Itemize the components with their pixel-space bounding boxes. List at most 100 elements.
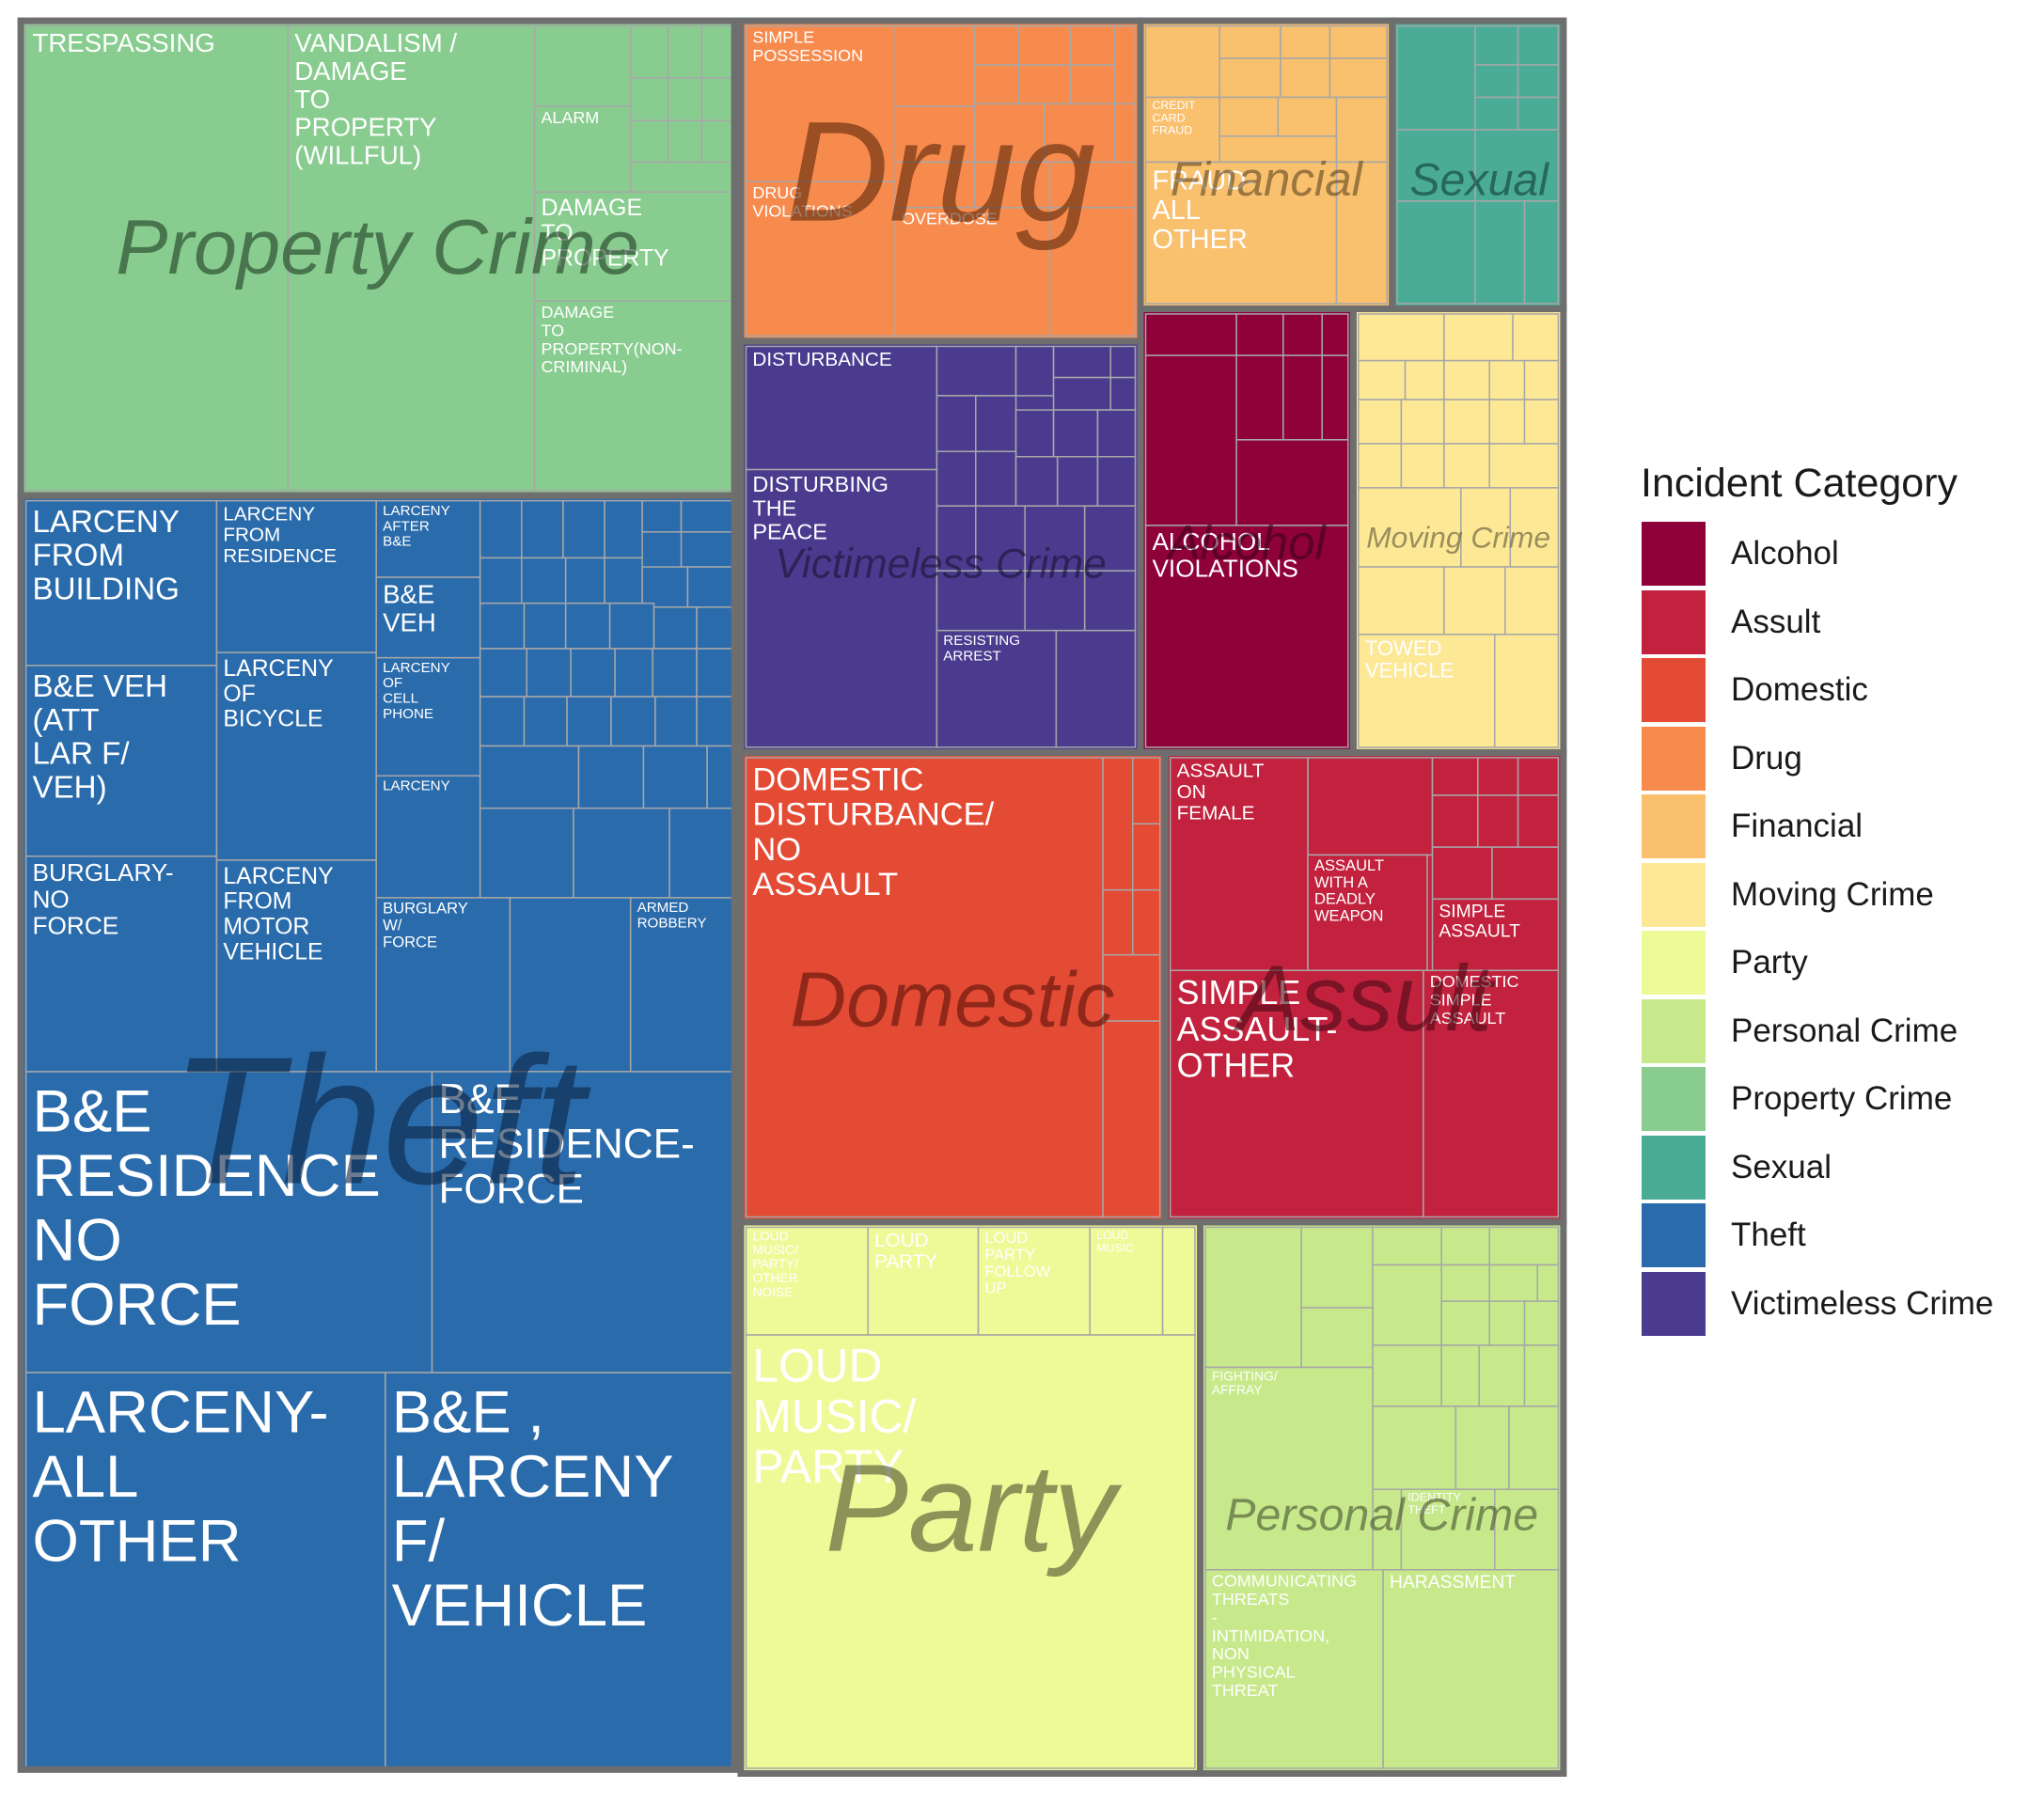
tile-financial-small — [1335, 96, 1388, 164]
tile-theft-small — [479, 696, 526, 747]
tile-armed-robbery — [629, 897, 735, 1073]
tile-assult-small — [1431, 846, 1493, 901]
tile-label-disturbance: DISTURBANCE — [752, 349, 891, 370]
tile-personal-crime-small — [1454, 1405, 1510, 1490]
tile-victimeless-crime-small — [1052, 409, 1099, 458]
tile-disturbance — [745, 345, 938, 471]
tile-personal-crime-small — [1440, 1264, 1490, 1302]
tile-financial-small — [1219, 96, 1280, 137]
tile-sexual-small — [1396, 24, 1476, 131]
legend-item-sexual: Sexual — [1641, 1134, 1993, 1202]
legend-swatch — [1641, 793, 1706, 860]
tile-personal-crime-small — [1440, 1344, 1480, 1407]
tile-label-damage-to-property: DAMAGE TO PROPERTY — [541, 196, 669, 272]
tile-theft-small — [479, 745, 580, 809]
tile-moving-crime-small — [1488, 359, 1526, 400]
tile-drug-small — [1113, 102, 1137, 164]
tile-personal-crime-small — [1523, 1300, 1560, 1346]
legend-item-personal-crime: Personal Crime — [1641, 997, 1993, 1066]
tile-theft-small — [696, 648, 735, 698]
tile-label-fraud-all-other: FRAUD-ALL OTHER — [1152, 165, 1254, 255]
tile-assault-with-a-deadly-weapon — [1307, 854, 1428, 971]
tile-victimeless-crime-small — [1024, 570, 1086, 632]
tile-label-alcohol-violations: ALCOHOL VIOLATIONS — [1152, 527, 1297, 582]
tile-drug-violations — [745, 180, 896, 337]
tile-personal-crime-small — [1300, 1307, 1374, 1369]
tile-drug-small — [973, 24, 1020, 66]
tile-simple-possession — [745, 24, 896, 182]
tile-theft-small — [653, 606, 698, 650]
tile-alcohol-small — [1321, 313, 1349, 356]
tile-moving-crime-small — [1443, 443, 1490, 489]
tile-disturbing-the-peace — [745, 468, 938, 748]
treemap-chart: B&E RESIDENCE NO FORCE LARCENY-ALL OTHER B&E ,… — [17, 17, 1567, 1777]
tile-victimeless-crime-small — [1014, 345, 1055, 397]
tile-label-domestic-simple-assault: DOMESTIC SIMPLE ASSAULT — [1430, 972, 1519, 1028]
tile-property-crime-small — [667, 77, 703, 122]
tile-financial-small — [1280, 57, 1331, 99]
tile-domestic-small — [1102, 888, 1134, 956]
tile-theft-small — [652, 648, 698, 698]
tile-victimeless-crime-small — [936, 450, 977, 507]
tile-bande-residence-no-force — [24, 1071, 433, 1373]
tile-larceny-from-motor-vehicle — [215, 859, 377, 1073]
tile-larceny-from-residence — [215, 499, 377, 653]
tile-domestic-simple-assault — [1423, 969, 1560, 1218]
tile-moving-crime-small — [1488, 399, 1526, 445]
tile-label-vandalism-damage-to-property-willful: VANDALISM / DAMAGE TO PROPERTY (WILLFUL) — [294, 28, 457, 169]
tile-label-resisting-arrest: RESISTING ARREST — [943, 633, 1020, 664]
tile-drug-small — [1069, 64, 1116, 105]
tile-label-credit-card-fraud: CREDIT CARD FRAUD — [1152, 99, 1196, 137]
group-label-theft: Theft — [170, 1019, 591, 1222]
tile-property-crime-small — [629, 77, 669, 122]
tile-label-bande-residence-force: B&E RESIDENCE-FORCE — [438, 1076, 694, 1212]
tile-loud-music-party — [745, 1334, 1196, 1769]
tile-property-crime-small — [629, 161, 735, 193]
tile-property-crime-small — [533, 24, 632, 107]
tile-label-larceny-after-bande: LARCENY AFTER B&E — [383, 503, 450, 550]
tile-sexual-small — [1474, 24, 1519, 66]
legend-item-property-crime: Property Crime — [1641, 1065, 1993, 1134]
tile-label-disturbing-the-peace: DISTURBING THE PEACE — [752, 472, 888, 544]
tile-overdose — [894, 207, 1051, 337]
legend-label: Victimeless Crime — [1731, 1284, 1994, 1322]
tile-label-larceny-from-residence: LARCENY FROM RESIDENCE — [223, 503, 337, 567]
tile-theft-small — [696, 606, 735, 650]
tile-personal-crime-small — [1440, 1300, 1490, 1346]
legend-swatch — [1641, 1270, 1706, 1337]
tile-theft-small — [577, 745, 645, 809]
tile-loud-party — [867, 1226, 980, 1336]
tile-label-harassment: HARASSMENT — [1390, 1573, 1516, 1593]
tile-label-trespassing: TRESPASSING — [33, 28, 215, 57]
tile-vandalism-damage-to-property-willful — [287, 24, 536, 492]
tile-moving-crime-small — [1443, 313, 1514, 362]
tile-theft-small — [523, 602, 567, 650]
tile-victimeless-crime-small — [1096, 456, 1137, 507]
tile-sexual-small — [1474, 129, 1560, 202]
tile-label-bande-veh-att-lar-f-veh: B&E VEH (ATT LAR F/VEH) — [33, 669, 168, 805]
tile-personal-crime-small — [1494, 1488, 1560, 1571]
tile-financial-small — [1280, 24, 1331, 59]
tile-victimeless-crime-small — [1109, 376, 1137, 411]
legend-label: Moving Crime — [1731, 875, 1934, 913]
tile-victimeless-crime-small — [1096, 409, 1137, 458]
legend-swatch — [1641, 930, 1706, 997]
tile-label-loud-music-party: LOUD MUSIC/PARTY — [752, 1340, 916, 1493]
legend-item-victimeless-crime: Victimeless Crime — [1641, 1270, 1993, 1339]
tile-theft-small — [641, 499, 683, 533]
tile-burglary-w-force — [375, 897, 511, 1073]
tile-label-towed-vehicle: TOWED VEHICLE — [1365, 636, 1454, 683]
tile-domestic-small — [1131, 888, 1161, 956]
tile-financial-small — [1329, 57, 1388, 99]
tile-theft-small — [562, 499, 605, 559]
tile-personal-crime-small — [1488, 1264, 1539, 1302]
tile-theft-small — [479, 648, 528, 698]
tile-alcohol-small — [1321, 354, 1349, 441]
tile-theft-small — [521, 557, 567, 604]
tile-drug-small — [894, 161, 976, 209]
legend-label: Drug — [1731, 739, 1802, 777]
group-label-alcohol: Alcohol — [1165, 515, 1327, 569]
tile-victimeless-crime-small — [936, 570, 1026, 632]
tile-assult-small — [1491, 846, 1560, 901]
tile-theft-small — [668, 807, 735, 899]
